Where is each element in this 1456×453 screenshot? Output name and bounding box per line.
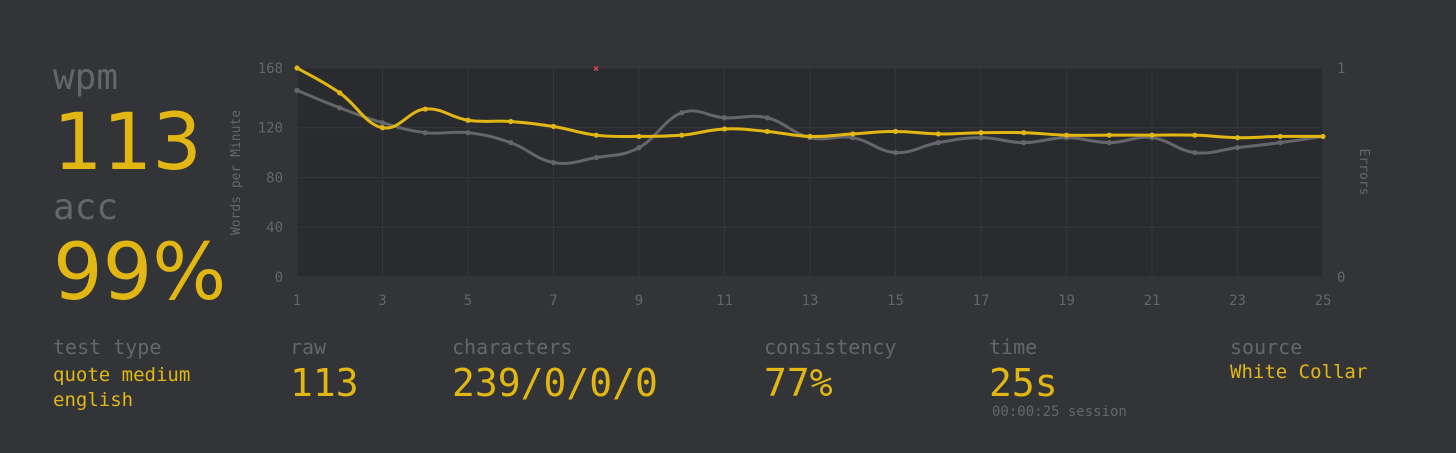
y2-axis-title: Errors (1356, 149, 1371, 196)
raw-data-point[interactable] (636, 145, 642, 151)
x-tick-label: 11 (716, 293, 733, 309)
wpm-data-point[interactable] (935, 131, 941, 137)
x-tick-label: 7 (549, 293, 557, 309)
error-marker[interactable]: ✖ (593, 64, 599, 75)
y-tick-label: 0 (275, 270, 283, 286)
y-tick-label: 168 (258, 61, 283, 77)
x-tick-label: 21 (1144, 293, 1161, 309)
wpm-data-point[interactable] (1277, 133, 1283, 140)
raw-data-point[interactable] (892, 149, 899, 156)
wpm-data-point[interactable] (1234, 135, 1241, 141)
source-label: source (1230, 335, 1303, 359)
source-value[interactable]: White Collar (1230, 361, 1368, 383)
wpm-data-point[interactable] (1021, 130, 1027, 136)
x-tick-label: 15 (887, 293, 904, 309)
raw-data-point[interactable] (422, 130, 428, 136)
y2-tick-label: 0 (1337, 270, 1345, 286)
raw-data-point[interactable] (1234, 145, 1241, 151)
raw-data-point[interactable] (850, 135, 856, 141)
x-tick-label: 9 (635, 293, 643, 309)
wpm-data-point[interactable] (679, 132, 685, 138)
accuracy-label: acc (53, 187, 119, 228)
test-type-language[interactable]: english (53, 389, 134, 411)
wpm-data-point[interactable] (337, 90, 343, 96)
wpm-data-point[interactable] (807, 133, 813, 140)
wpm-data-point[interactable] (550, 123, 557, 130)
x-tick-label: 5 (464, 293, 472, 309)
accuracy-value[interactable]: 99% (53, 228, 227, 318)
wpm-data-point[interactable] (379, 125, 386, 131)
wpm-data-point[interactable] (1149, 132, 1155, 138)
y-axis-title: Words per Minute (229, 110, 244, 235)
x-tick-label: 3 (378, 293, 386, 309)
wpm-data-point[interactable] (1192, 132, 1198, 138)
raw-data-point[interactable] (978, 135, 984, 141)
raw-data-point[interactable] (379, 120, 386, 126)
wpm-data-point[interactable] (892, 128, 899, 135)
raw-data-point[interactable] (550, 159, 557, 166)
wpm-data-point[interactable] (422, 106, 428, 112)
y-tick-label: 80 (266, 170, 283, 186)
y-tick-label: 40 (266, 220, 283, 236)
consistency-label: consistency (764, 335, 897, 359)
y2-tick-label: 1 (1337, 61, 1345, 77)
wpm-data-point[interactable] (294, 65, 300, 71)
wpm-data-point[interactable] (721, 126, 728, 132)
raw-data-point[interactable] (764, 115, 770, 121)
wpm-data-point[interactable] (1106, 132, 1112, 138)
wpm-data-point[interactable] (850, 131, 856, 137)
raw-data-point[interactable] (721, 115, 728, 121)
wpm-data-point[interactable] (465, 117, 471, 123)
y-tick-label: 120 (258, 121, 283, 137)
test-type-mode[interactable]: quote medium (53, 364, 191, 386)
wpm-data-point[interactable] (593, 132, 599, 138)
consistency-value[interactable]: 77% (764, 361, 833, 405)
wpm-value[interactable]: 113 (53, 98, 202, 188)
x-tick-label: 25 (1315, 293, 1332, 309)
raw-data-point[interactable] (294, 87, 300, 93)
wpm-data-point[interactable] (978, 130, 984, 136)
characters-value[interactable]: 239/0/0/0 (452, 361, 658, 405)
x-tick-label: 17 (973, 293, 990, 309)
raw-data-point[interactable] (1192, 149, 1198, 156)
time-label: time (989, 335, 1038, 359)
raw-data-point[interactable] (935, 140, 941, 146)
raw-data-point[interactable] (508, 140, 514, 146)
wpm-data-point[interactable] (508, 118, 514, 125)
time-value[interactable]: 25s (989, 361, 1058, 405)
x-tick-label: 23 (1229, 293, 1246, 309)
raw-data-point[interactable] (593, 154, 599, 161)
wpm-label: wpm (53, 57, 119, 98)
characters-label: characters (452, 335, 573, 359)
x-tick-label: 19 (1058, 293, 1075, 309)
wpm-data-point[interactable] (1320, 133, 1326, 140)
x-tick-label: 13 (802, 293, 819, 309)
session-time: 00:00:25 session (992, 404, 1127, 420)
test-type-label: test type (53, 335, 162, 359)
raw-data-point[interactable] (465, 130, 471, 136)
wpm-data-point[interactable] (1063, 132, 1070, 138)
raw-data-point[interactable] (1277, 140, 1283, 146)
raw-data-point[interactable] (337, 105, 343, 111)
raw-value[interactable]: 113 (290, 361, 359, 405)
wpm-data-point[interactable] (764, 128, 770, 135)
raw-data-point[interactable] (1021, 140, 1027, 146)
raw-data-point[interactable] (679, 110, 685, 116)
raw-data-point[interactable] (1106, 140, 1112, 146)
x-tick-label: 1 (293, 293, 301, 309)
raw-label: raw (290, 335, 327, 359)
wpm-data-point[interactable] (636, 133, 642, 140)
